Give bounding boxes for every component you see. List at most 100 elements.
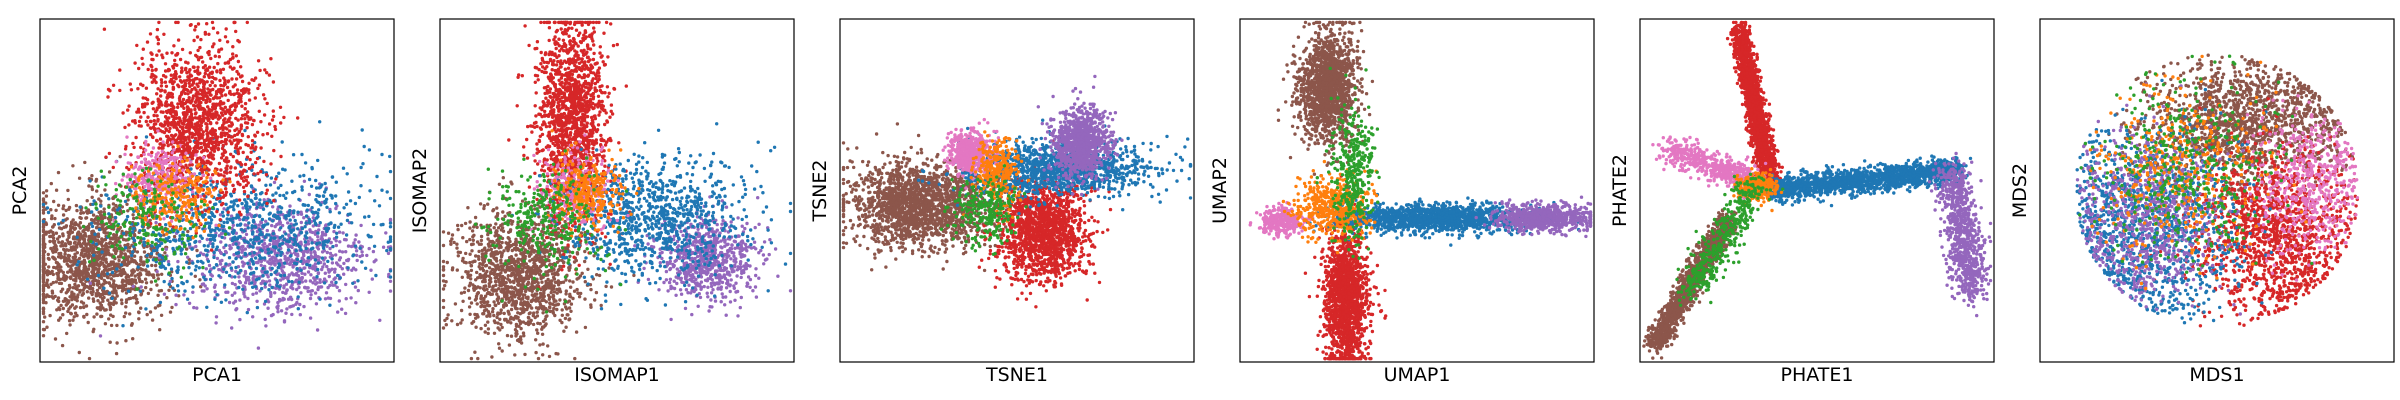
point-3 (155, 27, 160, 32)
point-0 (124, 305, 128, 309)
point-0 (162, 233, 166, 237)
point-3 (234, 144, 239, 148)
point-0 (125, 273, 130, 277)
point-1 (286, 256, 290, 261)
point-2 (246, 216, 250, 220)
point-1 (328, 246, 332, 251)
point-2 (329, 193, 333, 197)
point-4 (161, 140, 165, 144)
point-2 (269, 236, 273, 240)
point-3 (186, 135, 190, 139)
point-1 (155, 269, 159, 274)
point-1 (254, 291, 259, 295)
point-4 (138, 165, 142, 169)
point-1 (268, 283, 272, 287)
point-2 (197, 266, 201, 270)
point-0 (103, 267, 108, 272)
point-0 (121, 272, 126, 276)
point-0 (82, 305, 86, 310)
point-3 (106, 87, 111, 92)
point-1 (288, 244, 293, 249)
point-3 (107, 151, 112, 156)
point-3 (271, 114, 276, 119)
point-3 (139, 145, 143, 150)
point-3 (237, 210, 242, 214)
point-1 (324, 223, 328, 227)
point-5 (176, 144, 180, 148)
point-2 (176, 265, 180, 269)
point-5 (134, 190, 138, 194)
point-3 (136, 87, 140, 91)
point-3 (194, 99, 198, 104)
point-3 (222, 121, 226, 125)
point-3 (212, 149, 217, 153)
point-0 (96, 255, 101, 259)
point-2 (233, 275, 237, 279)
point-0 (100, 314, 104, 319)
point-3 (161, 73, 166, 78)
point-0 (119, 298, 124, 302)
point-1 (310, 230, 315, 235)
point-1 (337, 230, 342, 234)
point-2 (372, 244, 377, 248)
point-3 (219, 173, 223, 177)
point-3 (195, 90, 200, 95)
point-2 (388, 239, 393, 244)
point-1 (280, 223, 285, 228)
point-3 (202, 161, 206, 166)
point-2 (294, 261, 299, 266)
point-0 (70, 303, 75, 307)
point-1 (378, 318, 382, 322)
point-2 (88, 179, 92, 183)
point-0 (141, 262, 145, 267)
point-1 (302, 304, 306, 309)
point-0 (101, 290, 106, 295)
point-2 (264, 183, 268, 187)
point-1 (307, 192, 311, 197)
point-2 (297, 197, 301, 202)
point-2 (267, 233, 271, 237)
point-0 (96, 279, 101, 283)
point-2 (276, 210, 280, 214)
point-3 (253, 96, 257, 100)
point-2 (348, 199, 353, 203)
point-2 (176, 284, 180, 288)
point-1 (207, 263, 212, 268)
point-3 (139, 115, 143, 119)
point-2 (314, 178, 318, 183)
point-2 (353, 244, 358, 248)
point-0 (46, 256, 51, 261)
point-3 (240, 133, 245, 138)
point-3 (236, 59, 241, 64)
point-3 (176, 105, 180, 110)
point-3 (129, 153, 133, 157)
point-3 (296, 116, 300, 120)
point-2 (388, 269, 393, 273)
point-1 (209, 272, 213, 277)
point-0 (49, 216, 54, 221)
point-3 (160, 53, 164, 57)
point-0 (61, 313, 65, 317)
point-2 (363, 215, 367, 219)
point-3 (156, 117, 160, 122)
point-2 (213, 297, 217, 301)
point-1 (323, 271, 327, 275)
point-3 (159, 94, 163, 98)
point-2 (374, 273, 378, 278)
point-1 (325, 250, 329, 255)
point-2 (260, 232, 264, 237)
point-0 (68, 240, 73, 245)
point-2 (323, 181, 327, 186)
point-3 (152, 119, 156, 123)
point-0 (116, 255, 121, 259)
point-0 (41, 310, 46, 314)
point-3 (198, 45, 202, 50)
point-2 (313, 258, 318, 262)
point-0 (69, 312, 74, 316)
point-2 (291, 153, 296, 157)
point-0 (126, 242, 130, 247)
point-0 (131, 271, 135, 275)
point-1 (329, 240, 333, 245)
point-0 (102, 207, 106, 211)
point-3 (165, 51, 169, 55)
